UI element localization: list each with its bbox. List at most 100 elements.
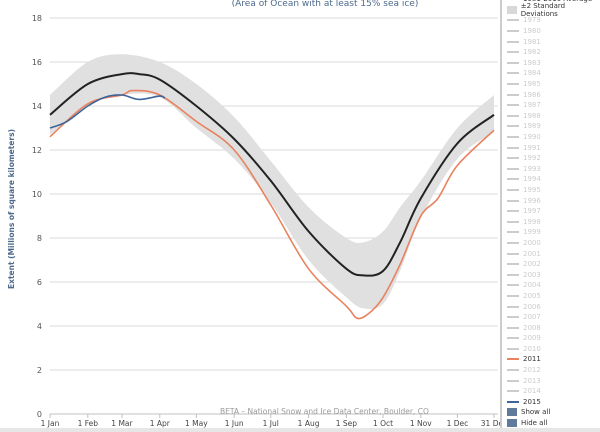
legend-item-1983[interactable]: 1983 xyxy=(502,58,600,69)
legend-label: 1988 xyxy=(523,111,541,120)
legend-label: 2013 xyxy=(523,376,541,385)
legend-item-2004[interactable]: 2004 xyxy=(502,280,600,291)
x-tick-label: 1 Sep xyxy=(336,419,358,428)
legend-item-2001[interactable]: 2001 xyxy=(502,248,600,259)
legend-swatch xyxy=(507,157,519,160)
show-all-button[interactable]: Show all xyxy=(502,407,600,418)
y-axis-label: Extent (Millions of square kilometers) xyxy=(7,129,16,289)
legend-item-2006[interactable]: 2006 xyxy=(502,301,600,312)
legend-item-1996[interactable]: 1996 xyxy=(502,195,600,206)
legend-item-1984[interactable]: 1984 xyxy=(502,68,600,79)
legend-swatch xyxy=(507,369,519,372)
legend-label: 2008 xyxy=(523,323,541,332)
legend-label: 2001 xyxy=(523,249,541,258)
legend-item-2000[interactable]: 2000 xyxy=(502,238,600,249)
x-tick-label: 1 Aug xyxy=(298,419,320,428)
x-tick-label: 1 May xyxy=(185,419,208,428)
legend-swatch xyxy=(507,5,517,14)
x-tick-label: 31 Dec xyxy=(481,419,500,428)
x-tick-label: 1 Nov xyxy=(410,419,432,428)
legend-label: 1999 xyxy=(523,228,541,237)
chart: 0 2 4 6 8 10 12 14 16 18 1 Jan 1 Feb 1 Mar 1 Apr 1 May… xyxy=(7,14,500,428)
legend-item-1995[interactable]: 1995 xyxy=(502,185,600,196)
legend-swatch xyxy=(507,231,519,234)
legend-swatch xyxy=(507,358,519,361)
legend-item-2005[interactable]: 2005 xyxy=(502,291,600,302)
legend-item-2012[interactable]: 2012 xyxy=(502,365,600,376)
legend-label: 1994 xyxy=(523,175,541,184)
legend-item-2013[interactable]: 2013 xyxy=(502,375,600,386)
horizontal-scrollbar[interactable] xyxy=(0,428,600,432)
y-tick-label: 12 xyxy=(32,146,42,155)
legend-item-1994[interactable]: 1994 xyxy=(502,174,600,185)
legend-item-1987[interactable]: 1987 xyxy=(502,100,600,111)
legend-swatch xyxy=(507,167,519,170)
legend-swatch xyxy=(507,93,519,96)
x-tick-label: 1 Apr xyxy=(150,419,171,428)
legend-swatch xyxy=(507,273,519,276)
legend-item-1981-2010-Average[interactable]: 1981-2010 Average xyxy=(502,0,600,5)
legend-item-2010[interactable]: 2010 xyxy=(502,344,600,355)
legend-item-1981[interactable]: 1981 xyxy=(502,36,600,47)
legend-item-2015[interactable]: 2015 xyxy=(502,397,600,408)
legend-item-1997[interactable]: 1997 xyxy=(502,206,600,217)
legend-item-1991[interactable]: 1991 xyxy=(502,142,600,153)
legend-item-1980[interactable]: 1980 xyxy=(502,26,600,37)
legend-swatch xyxy=(507,146,519,149)
legend-item-2002[interactable]: 2002 xyxy=(502,259,600,270)
legend-swatch xyxy=(507,400,519,403)
legend-swatch xyxy=(507,136,519,139)
legend-item-1979[interactable]: 1979 xyxy=(502,15,600,26)
legend-item-2007[interactable]: 2007 xyxy=(502,312,600,323)
legend-swatch xyxy=(507,51,519,54)
legend-item-2009[interactable]: 2009 xyxy=(502,333,600,344)
legend-swatch xyxy=(507,379,519,382)
y-tick-label: 16 xyxy=(32,58,42,67)
x-tick-label: 1 Jul xyxy=(263,419,279,428)
hide-all-button[interactable]: Hide all xyxy=(502,418,600,429)
legend-swatch xyxy=(507,188,519,191)
legend-item-2011[interactable]: 2011 xyxy=(502,354,600,365)
legend-label: 1998 xyxy=(523,217,541,226)
legend-item-1992[interactable]: 1992 xyxy=(502,153,600,164)
legend-swatch xyxy=(507,61,519,64)
y-tick-label: 8 xyxy=(37,234,42,243)
chart-subtitle: (Area of Ocean with at least 15% sea ice… xyxy=(231,0,419,9)
y-tick-label: 6 xyxy=(37,278,42,287)
legend-label: 1982 xyxy=(523,48,541,57)
legend-item-2008[interactable]: 2008 xyxy=(502,322,600,333)
legend-item--2-Standard-Deviations[interactable]: ±2 Standard Deviations xyxy=(502,2,600,18)
legend-label: 2004 xyxy=(523,281,541,290)
legend-item-2014[interactable]: 2014 xyxy=(502,386,600,397)
legend-label: 1979 xyxy=(523,16,541,25)
legend-swatch xyxy=(507,19,519,22)
legend-label: 1996 xyxy=(523,196,541,205)
legend-label: 1981-2010 Average xyxy=(523,0,592,3)
legend-swatch xyxy=(507,199,519,202)
legend-item-1988[interactable]: 1988 xyxy=(502,111,600,122)
legend-item-1998[interactable]: 1998 xyxy=(502,216,600,227)
legend-label: 1984 xyxy=(523,69,541,78)
y-tick-label: 0 xyxy=(37,410,42,419)
legend-item-1990[interactable]: 1990 xyxy=(502,132,600,143)
button-icon xyxy=(507,408,517,417)
legend-label: 1993 xyxy=(523,164,541,173)
legend-swatch xyxy=(507,305,519,308)
legend-swatch xyxy=(507,252,519,255)
legend-label: 2010 xyxy=(523,344,541,353)
legend-item-1999[interactable]: 1999 xyxy=(502,227,600,238)
legend-swatch xyxy=(507,326,519,329)
legend-item-1986[interactable]: 1986 xyxy=(502,89,600,100)
y-tick-label: 4 xyxy=(37,322,42,331)
x-tick-label: 1 Mar xyxy=(111,419,133,428)
legend-item-1993[interactable]: 1993 xyxy=(502,164,600,175)
legend-item-1989[interactable]: 1989 xyxy=(502,121,600,132)
chart-credit: BETA – National Snow and Ice Data Center… xyxy=(220,407,429,416)
series-line-1981-2010-Average xyxy=(49,72,495,277)
series-line-2015 xyxy=(49,94,166,129)
legend-swatch xyxy=(507,241,519,244)
legend-item-1985[interactable]: 1985 xyxy=(502,79,600,90)
legend-item-1982[interactable]: 1982 xyxy=(502,47,600,58)
legend-label: 2007 xyxy=(523,313,541,322)
legend-item-2003[interactable]: 2003 xyxy=(502,269,600,280)
